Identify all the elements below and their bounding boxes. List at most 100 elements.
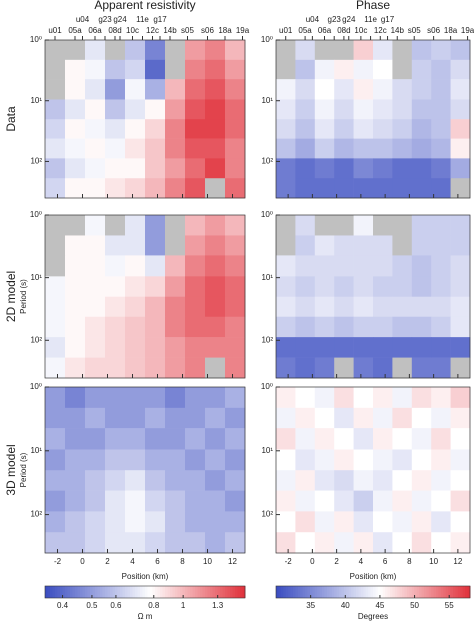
cell: [276, 511, 296, 533]
cell: [65, 59, 86, 80]
cell: [276, 449, 296, 471]
colorbar-step: [105, 586, 108, 598]
colorbar-step: [455, 586, 459, 598]
cell: [411, 99, 432, 120]
cell: [431, 235, 451, 256]
cell: [295, 337, 316, 358]
cell: [450, 119, 471, 139]
cell: [334, 79, 354, 100]
colorbar-label: Ω m: [138, 612, 153, 621]
cell: [431, 178, 451, 199]
cell: [334, 235, 354, 256]
cell: [205, 428, 226, 450]
cell: [85, 407, 106, 429]
cell: [353, 296, 374, 318]
station-label: u04: [76, 15, 90, 24]
panel-title: Phase: [356, 0, 390, 12]
colorbar-step: [297, 586, 301, 598]
colorbar-step: [404, 586, 408, 598]
colorbar-step: [462, 586, 466, 598]
colorbar-label: Degrees: [358, 612, 388, 621]
cell: [431, 470, 451, 491]
colorbar-step: [100, 586, 103, 598]
cell: [373, 449, 393, 471]
cell: [392, 276, 413, 298]
cell: [334, 40, 354, 61]
cell: [205, 296, 226, 318]
cell: [373, 255, 393, 277]
cell: [373, 296, 393, 318]
cell: [165, 255, 186, 277]
colorbar-step: [70, 586, 73, 598]
cell: [392, 255, 413, 277]
colorbar-step: [172, 586, 176, 598]
cell: [314, 235, 335, 256]
cell: [225, 79, 246, 100]
cell: [145, 449, 166, 471]
colorbar-step: [202, 586, 206, 598]
colorbar-step: [436, 586, 439, 598]
colorbar-step: [52, 586, 56, 598]
cell: [185, 138, 206, 159]
colorbar-step: [102, 586, 106, 598]
colorbar-step: [152, 586, 156, 598]
colorbar-step: [377, 586, 381, 598]
cell: [314, 357, 335, 379]
cell: [411, 357, 432, 379]
cell: [314, 178, 335, 199]
cell: [373, 532, 393, 554]
cell: [450, 490, 471, 512]
colorbar-step: [97, 586, 101, 598]
cell: [225, 235, 246, 256]
colorbar-step: [445, 586, 449, 598]
cell: [373, 428, 393, 450]
cell: [431, 490, 451, 512]
station-label: g17: [381, 15, 395, 24]
cell: [295, 79, 316, 100]
cell: [45, 99, 66, 120]
cell: [145, 532, 166, 554]
cell: [295, 119, 316, 139]
x-tick-label: -2: [285, 557, 293, 566]
cell: [125, 407, 146, 429]
x-tick-label: 12: [228, 557, 237, 566]
cell: [373, 215, 393, 236]
cell: [185, 337, 206, 358]
colorbar-step: [177, 586, 181, 598]
cell: [295, 276, 316, 298]
cell: [65, 511, 86, 533]
station-label: u01: [279, 26, 293, 35]
cell: [65, 255, 86, 277]
cell: [276, 276, 296, 298]
cell: [431, 511, 451, 533]
x-tick-label: 6: [383, 557, 388, 566]
y-tick-label: 10²: [261, 157, 273, 166]
x-tick-label: 4: [359, 557, 364, 566]
cell: [145, 357, 166, 379]
cell: [225, 470, 246, 491]
cell: [334, 119, 354, 139]
cell: [65, 428, 86, 450]
cell: [450, 178, 471, 199]
cell: [225, 449, 246, 471]
colorbar-step: [351, 586, 354, 598]
colorbar-step: [157, 586, 161, 598]
cell: [450, 59, 471, 80]
cell: [145, 511, 166, 533]
cell: [125, 59, 146, 80]
colorbar-step: [419, 586, 422, 598]
cell: [125, 138, 146, 159]
cell: [295, 490, 316, 512]
cell: [65, 79, 86, 100]
cell: [314, 470, 335, 491]
cell: [450, 276, 471, 298]
colorbar-step: [215, 586, 218, 598]
cell: [145, 428, 166, 450]
cell: [145, 490, 166, 512]
colorbar-step: [47, 586, 51, 598]
cell: [85, 276, 106, 298]
cell: [205, 532, 226, 554]
cell: [185, 255, 206, 277]
cell: [295, 235, 316, 256]
